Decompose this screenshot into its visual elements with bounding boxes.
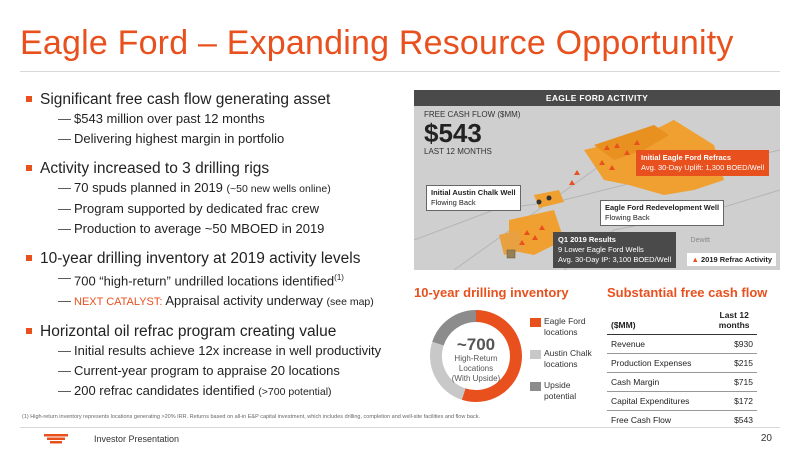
bullet-4-sub-1: Initial results achieve 12x increase in … bbox=[26, 341, 406, 361]
callout-refracs-title: Initial Eagle Ford Refracs bbox=[641, 153, 732, 162]
callout-q1-results: Q1 2019 Results 9 Lower Eagle Ford Wells… bbox=[553, 232, 677, 268]
row-label: Free Cash Flow bbox=[611, 415, 671, 426]
bullet-3-sub-2-note: (see map) bbox=[326, 296, 374, 309]
row-label: Production Expenses bbox=[607, 353, 712, 373]
eagle-ford-activity-map: EAGLE FORD ACTIVITY FREE CASH FLOW ($MM)… bbox=[414, 90, 780, 270]
table-header-row: ($MM) Last 12 months bbox=[607, 306, 757, 335]
map-header: EAGLE FORD ACTIVITY bbox=[414, 90, 780, 106]
bullet-1: Significant free cash flow generating as… bbox=[26, 90, 406, 109]
fcf-highlight: FREE CASH FLOW ($MM) $543 LAST 12 MONTHS bbox=[424, 110, 520, 156]
table-header-col-2: months bbox=[718, 320, 750, 330]
map-legend: ▲ 2019 Refrac Activity bbox=[687, 253, 776, 266]
title-divider bbox=[20, 71, 780, 72]
donut-center: ~700 High-Return Locations (With Upside) bbox=[428, 336, 524, 384]
fcf-period: LAST 12 MONTHS bbox=[424, 147, 492, 156]
table-row: Free Cash Flow $543 bbox=[607, 411, 757, 430]
table-header-col-1: Last 12 bbox=[719, 310, 749, 320]
table-row: Revenue $930 bbox=[607, 334, 757, 354]
bullet-2-sub-1-text: 70 spuds planned in 2019 bbox=[74, 180, 227, 195]
bullet-4-sub-3: 200 refrac candidates identified (>700 p… bbox=[26, 381, 406, 402]
donut-center-label-3: (With Upside) bbox=[451, 374, 501, 383]
legend-upside: Upside potential bbox=[530, 380, 592, 412]
bullet-4-sub-2: Current-year program to appraise 20 loca… bbox=[26, 361, 406, 381]
bullet-2-sub-1-note: (~50 new wells online) bbox=[226, 183, 331, 195]
bullet-2: Activity increased to 3 drilling rigs bbox=[26, 159, 406, 178]
fcf-table: ($MM) Last 12 months Revenue $930 Producti… bbox=[607, 306, 757, 430]
legend-swatch-austin-chalk bbox=[530, 350, 541, 359]
callout-austin-title: Initial Austin Chalk Well bbox=[431, 188, 516, 197]
bullet-1-sub-1: $543 million over past 12 months bbox=[26, 109, 406, 129]
legend-upside-label-2: potential bbox=[544, 391, 577, 401]
row-value: $715 bbox=[711, 372, 757, 392]
bullet-4-sub-3-text: 200 refrac candidates identified bbox=[74, 383, 259, 399]
legend-eagle-ford-label-1: Eagle Ford bbox=[544, 316, 586, 326]
row-label: Capital Expenditures bbox=[607, 391, 712, 411]
bullet-4: Horizontal oil refrac program creating v… bbox=[26, 322, 406, 341]
bullet-3: 10-year drilling inventory at 2019 activ… bbox=[26, 249, 406, 268]
callout-redevelopment: Eagle Ford Redevelopment Well Flowing Ba… bbox=[600, 200, 725, 226]
row-value: $543 bbox=[734, 415, 753, 426]
footnote: (1) High-return inventory represents loc… bbox=[22, 414, 481, 420]
triangle-icon: ▲ bbox=[691, 255, 699, 264]
callout-redev-body: Flowing Back bbox=[605, 213, 650, 222]
company-logo-icon bbox=[44, 434, 68, 444]
fcf-value: $543 bbox=[424, 118, 482, 148]
legend-austin-chalk: Austin Chalk locations bbox=[530, 348, 592, 380]
donut-slice-eagle-ford bbox=[461, 310, 522, 402]
donut-center-label-1: High-Return bbox=[454, 354, 498, 363]
callout-redev-title: Eagle Ford Redevelopment Well bbox=[605, 203, 720, 212]
fcf-label: FREE CASH FLOW ($MM) bbox=[424, 110, 521, 119]
bullet-2-sub-3: Production to average ~50 MBOED in 2019 bbox=[26, 219, 406, 239]
table-header-col: Last 12 months bbox=[711, 306, 757, 335]
legend-upside-label-1: Upside bbox=[544, 380, 571, 390]
legend-austin-chalk-label-1: Austin Chalk bbox=[544, 348, 592, 358]
bullet-3-sub-2-text: Appraisal activity underway bbox=[165, 293, 327, 309]
page-number: 20 bbox=[760, 433, 772, 444]
row-value: $172 bbox=[711, 391, 757, 411]
bullet-2-sub-1: 70 spuds planned in 2019 (~50 new wells … bbox=[26, 178, 406, 199]
callout-q1-body-1: 9 Lower Eagle Ford Wells bbox=[558, 245, 644, 254]
bullet-list: Significant free cash flow generating as… bbox=[26, 90, 406, 402]
inventory-title: 10-year drilling inventory bbox=[414, 285, 569, 300]
donut-legend: Eagle Ford locations Austin Chalk locati… bbox=[530, 316, 592, 412]
footnote-marker: (1) bbox=[334, 273, 344, 282]
bullet-3-sub-2: NEXT CATALYST: Appraisal activity underw… bbox=[26, 291, 406, 312]
legend-swatch-upside bbox=[530, 382, 541, 391]
bullet-3-sub-1-text: 700 “high-return” undrilled locations id… bbox=[74, 273, 335, 289]
bullet-2-sub-2: Program supported by dedicated frac crew bbox=[26, 199, 406, 219]
callout-q1-title: Q1 2019 Results bbox=[558, 235, 616, 244]
donut-slice-upside bbox=[432, 310, 477, 346]
donut-slice-austin-chalk bbox=[430, 341, 466, 400]
row-value: $215 bbox=[711, 353, 757, 373]
donut-center-label-2: Locations bbox=[458, 364, 494, 373]
legend-swatch-eagle-ford bbox=[530, 318, 541, 327]
legend-eagle-ford: Eagle Ford locations bbox=[530, 316, 592, 348]
page-title: Eagle Ford – Expanding Resource Opportun… bbox=[20, 24, 734, 62]
footer-text: Investor Presentation bbox=[94, 434, 180, 444]
inventory-donut-chart bbox=[430, 310, 522, 402]
next-catalyst-label: NEXT CATALYST: bbox=[74, 296, 163, 309]
legend-eagle-ford-label-2: locations bbox=[544, 327, 578, 337]
fcf-table-title: Substantial free cash flow bbox=[607, 285, 768, 300]
callout-refracs-body: Avg. 30-Day Uplift: 1,300 BOED/Well bbox=[641, 163, 765, 172]
row-value: $930 bbox=[711, 334, 757, 354]
footer-divider bbox=[20, 427, 780, 428]
bullet-4-sub-3-note: (>700 potential) bbox=[258, 386, 332, 399]
callout-austin-chalk: Initial Austin Chalk Well Flowing Back bbox=[426, 185, 521, 211]
table-header-label: ($MM) bbox=[607, 306, 712, 335]
table-row: Capital Expenditures $172 bbox=[607, 391, 757, 411]
map-legend-label: 2019 Refrac Activity bbox=[700, 255, 772, 264]
bullet-1-sub-2: Delivering highest margin in portfolio bbox=[26, 129, 406, 149]
table-row: Production Expenses $215 bbox=[607, 353, 757, 373]
row-label: Cash Margin bbox=[607, 372, 712, 392]
bullet-3-sub-1: 700 “high-return” undrilled locations id… bbox=[26, 268, 406, 291]
callout-refracs: Initial Eagle Ford Refracs Avg. 30-Day U… bbox=[636, 150, 770, 176]
donut-center-value: ~700 bbox=[456, 335, 496, 354]
callout-austin-body: Flowing Back bbox=[431, 198, 476, 207]
callout-q1-body-2: Avg. 30-Day IP: 3,100 BOED/Well bbox=[558, 255, 672, 264]
table-row: Cash Margin $715 bbox=[607, 372, 757, 392]
row-label: Revenue bbox=[607, 334, 712, 354]
county-label: Dewitt bbox=[690, 237, 710, 244]
legend-austin-chalk-label-2: locations bbox=[544, 359, 578, 369]
